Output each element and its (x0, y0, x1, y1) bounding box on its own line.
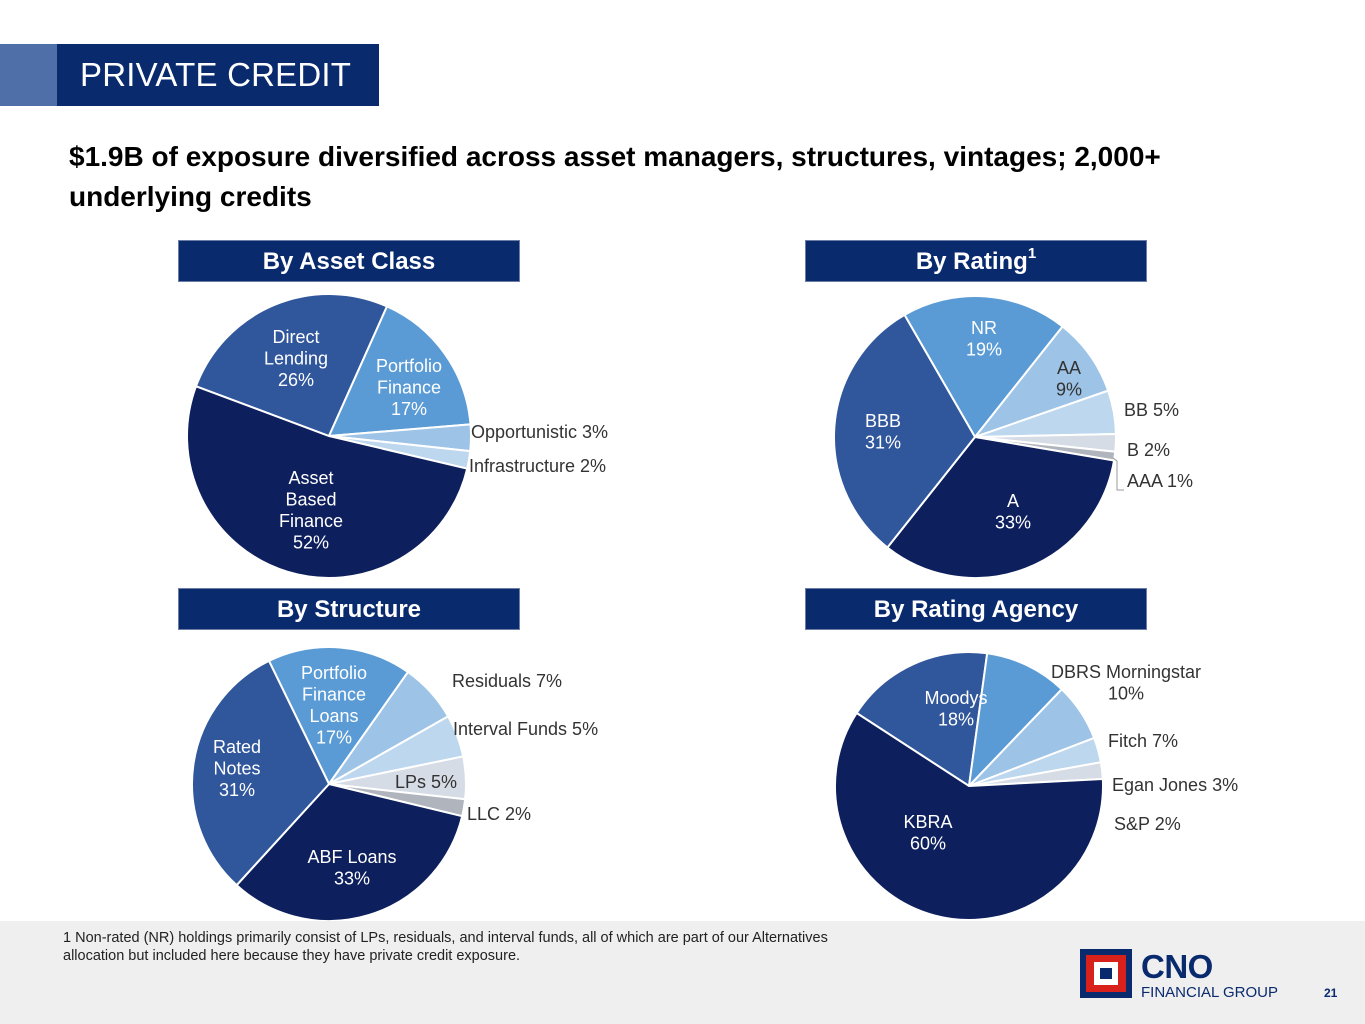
pie-slice (267, 646, 410, 786)
footer-band (0, 921, 1365, 1024)
chart-title: By Rating Agency (873, 596, 1079, 623)
pie-slice (833, 313, 977, 549)
slice-label: Opportunistic 3% (471, 422, 608, 442)
slice-label: Portfolio Finance 17% (376, 356, 442, 419)
slice-label: DBRS Morningstar 10% (1051, 662, 1201, 704)
pie-slice (967, 652, 1064, 789)
page-number: 21 (1324, 986, 1338, 1000)
pie-slice (194, 293, 389, 438)
slice-label: Interval Funds 5% (453, 719, 598, 739)
chart-header-structure: By Structure (178, 588, 520, 630)
leader-line (1112, 457, 1124, 491)
slice-label: Infrastructure 2% (469, 456, 606, 476)
cno-logo-icon (1080, 949, 1132, 998)
pie-chart-2: Portfolio Finance Loans 17% Residuals 7% Inte… (191, 646, 598, 922)
pie-slice (327, 305, 472, 438)
slice-label: NR 19% (966, 318, 1002, 360)
title-accent-bar (0, 44, 57, 106)
chart-header-asset-class: By Asset Class (178, 240, 520, 282)
slice-label: A 33% (995, 491, 1031, 533)
chart-header-rating-agency: By Rating Agency (805, 588, 1147, 630)
pie-slice (235, 782, 464, 922)
pie-chart-0: Direct Lending 26% Portfolio Finance 17% Oppor… (186, 293, 608, 579)
slice-label: Moodys 18% (924, 688, 987, 730)
chart-title: By Rating (915, 248, 1028, 275)
slice-label: LLC 2% (467, 804, 531, 824)
footnote-marker: 1 (1027, 245, 1037, 262)
slice-label: AAA 1% (1127, 471, 1193, 491)
logo-name: CNO (1141, 948, 1213, 985)
chart-title: By Structure (276, 596, 422, 623)
pie-slice (903, 295, 1064, 439)
slice-label: BB 5% (1124, 400, 1179, 420)
slice-label: Fitch 7% (1108, 731, 1178, 751)
chart-header-rating: By Rating1 (805, 240, 1147, 282)
slice-label: Asset Based Finance 52% (279, 468, 343, 553)
slice-label: BBB 31% (865, 411, 901, 453)
slice-label: Direct Lending 26% (264, 327, 328, 390)
slice-label: Residuals 7% (452, 671, 562, 691)
pie-slice (191, 659, 331, 887)
pie-slice (886, 435, 1116, 579)
slice-label: B 2% (1127, 440, 1170, 460)
slice-label: S&P 2% (1114, 814, 1181, 834)
headline: $1.9B of exposure diversified across ass… (69, 141, 1161, 212)
slice-label: Portfolio Finance Loans 17% (301, 663, 367, 748)
page-title: PRIVATE CREDIT (57, 44, 379, 106)
pie-slice (972, 325, 1110, 440)
logo-subtitle: FINANCIAL GROUP (1141, 984, 1278, 1001)
pie-chart-3: Moodys 18% DBRS Morningstar 10% Fitch 7% Egan… (834, 651, 1238, 921)
slice-label: ABF Loans 33% (307, 847, 396, 889)
pie-chart-1: NR 19% AA 9% BB 5% B 2% AAA 1% A 33% BBB 31% (833, 295, 1193, 579)
slice-label: Rated Notes 31% (213, 737, 261, 800)
slice-label: AA 9% (1056, 358, 1082, 400)
chart-title: By Asset Class (262, 248, 436, 275)
footnote: 1 Non-rated (NR) holdings primarily cons… (63, 930, 828, 964)
pie-slice (855, 651, 989, 788)
pie-slice (834, 711, 1104, 921)
slice-label: LPs 5% (395, 772, 457, 792)
pie-slice (186, 384, 469, 579)
slice-label: KBRA 60% (903, 812, 952, 854)
slice-label: Egan Jones 3% (1112, 775, 1238, 795)
